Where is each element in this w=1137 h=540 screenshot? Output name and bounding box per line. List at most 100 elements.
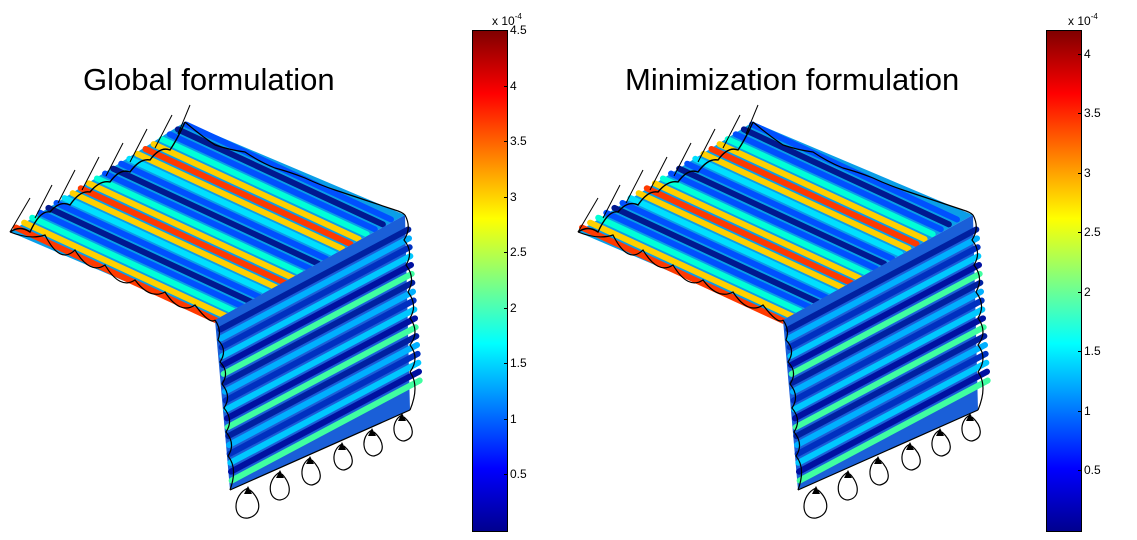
field-stripe bbox=[142, 146, 354, 247]
colorbar-tick-mark bbox=[504, 474, 508, 476]
field-stripe bbox=[222, 288, 416, 395]
colorbar-tick-label: 3.5 bbox=[510, 134, 527, 149]
colorbar: x 10-4 0.5 1 1.5 2 2.5 3 3.5 4 4.5 bbox=[472, 12, 552, 540]
colorbar-tick-label: 2.5 bbox=[510, 245, 527, 260]
colorbar-gradient bbox=[472, 30, 508, 532]
colorbar-tick-mark bbox=[1078, 172, 1082, 174]
field-stripe bbox=[221, 279, 416, 386]
field-stripe bbox=[579, 224, 791, 326]
field-stripe bbox=[220, 262, 414, 368]
colorbar-tick-mark bbox=[504, 307, 508, 309]
field-stripe bbox=[218, 244, 413, 351]
field-stripe bbox=[793, 333, 988, 440]
field-stripe bbox=[684, 160, 896, 262]
colorbar-tick-label: 0.5 bbox=[1084, 463, 1101, 478]
colorbar-tick-label: 4 bbox=[1084, 46, 1091, 61]
field-stripe bbox=[228, 368, 422, 475]
field-stripe bbox=[217, 226, 412, 333]
field-stripe bbox=[224, 324, 419, 431]
colorbar-tick-label: 2.5 bbox=[1084, 225, 1101, 240]
field-stripe bbox=[708, 146, 920, 247]
field-stripe bbox=[788, 262, 982, 368]
colorbar-tick-mark bbox=[1078, 291, 1082, 293]
colorbar-tick-mark bbox=[504, 30, 508, 31]
field-stripe bbox=[791, 306, 986, 413]
field-stripe bbox=[134, 150, 346, 252]
colorbar-tick-label: 2 bbox=[1084, 284, 1091, 299]
field-stripe bbox=[29, 214, 241, 316]
colorbar-tick-mark bbox=[1078, 470, 1082, 472]
colorbar-tick-mark bbox=[1078, 410, 1082, 412]
colorbar-tick-label: 1.5 bbox=[510, 356, 527, 371]
colorbar: x 10-4 0.5 1 1.5 2 2.5 3 3.5 4 bbox=[1046, 12, 1131, 540]
plate-surface-plot bbox=[9, 104, 423, 519]
field-stripe bbox=[53, 200, 265, 301]
colorbar-tick-label: 4.5 bbox=[510, 23, 527, 37]
colorbar-tick-mark bbox=[504, 85, 508, 87]
field-stripe bbox=[635, 190, 847, 292]
field-stripe bbox=[166, 131, 378, 233]
upper-strip bbox=[9, 121, 406, 326]
colorbar-tick-label: 3 bbox=[1084, 165, 1091, 180]
colorbar-tick-label: 0.5 bbox=[510, 467, 527, 482]
field-stripe bbox=[226, 350, 421, 457]
field-stripe bbox=[740, 126, 952, 228]
field-stripe bbox=[220, 270, 415, 377]
field-stripe bbox=[93, 175, 305, 277]
moment-load-arrows bbox=[235, 414, 413, 519]
field-stripe bbox=[45, 204, 257, 306]
colorbar-tick-label: 4 bbox=[510, 78, 517, 93]
colorbar-tick-label: 1 bbox=[510, 411, 517, 426]
colorbar-multiplier: x 10-4 bbox=[1068, 12, 1098, 28]
field-stripe bbox=[227, 359, 422, 466]
field-stripe bbox=[150, 141, 362, 243]
field-stripe bbox=[603, 209, 815, 311]
field-stripe bbox=[692, 155, 904, 257]
colorbar-multiplier: x 10-4 bbox=[492, 12, 522, 28]
field-stripe bbox=[794, 350, 989, 457]
field-stripe bbox=[787, 253, 982, 360]
colorbar-tick-mark bbox=[1078, 232, 1082, 234]
colorbar-tick-label: 3 bbox=[510, 189, 517, 204]
moment-arrowheads bbox=[812, 413, 974, 494]
right-panel: Minimization formulation bbox=[570, 0, 1137, 537]
field-stripe bbox=[174, 126, 386, 228]
field-stripe bbox=[792, 315, 986, 422]
field-stripe bbox=[224, 315, 418, 422]
colorbar-tick-mark bbox=[504, 141, 508, 143]
field-stripe bbox=[786, 244, 981, 351]
left-panel: Global formulation bbox=[0, 0, 560, 537]
field-stripe bbox=[643, 185, 855, 287]
field-stripe bbox=[77, 185, 289, 287]
field-stripe bbox=[619, 200, 831, 301]
plate-surface-plot bbox=[577, 104, 991, 519]
colorbar-tick-mark bbox=[504, 418, 508, 420]
field-stripe bbox=[651, 180, 863, 282]
colorbar-tick-mark bbox=[1078, 113, 1082, 115]
field-stripe bbox=[676, 165, 888, 267]
field-stripe bbox=[794, 342, 988, 448]
colorbar-tick-mark bbox=[1078, 351, 1082, 353]
field-stripe bbox=[792, 324, 987, 431]
field-stripe bbox=[587, 219, 799, 321]
field-stripe bbox=[659, 175, 871, 277]
field-stripe bbox=[85, 180, 297, 282]
field-stripe bbox=[790, 297, 985, 404]
field-stripe bbox=[118, 160, 330, 262]
moment-load-arrows bbox=[803, 414, 981, 519]
field-stripe bbox=[218, 235, 412, 342]
field-stripe bbox=[21, 219, 233, 321]
panel-title: Minimization formulation bbox=[625, 62, 960, 97]
panel-title: Global formulation bbox=[83, 62, 335, 97]
colorbar-tick-label: 3.5 bbox=[1084, 106, 1101, 121]
field-stripe bbox=[158, 136, 370, 238]
field-stripe bbox=[611, 204, 823, 306]
colorbar-tick-mark bbox=[504, 252, 508, 254]
field-stripe bbox=[219, 253, 414, 360]
lower-strip bbox=[214, 214, 423, 491]
field-stripe bbox=[102, 170, 314, 272]
field-stripe bbox=[716, 141, 928, 243]
field-stripe bbox=[627, 195, 839, 297]
field-stripe bbox=[796, 377, 991, 484]
lower-strip bbox=[782, 214, 991, 491]
